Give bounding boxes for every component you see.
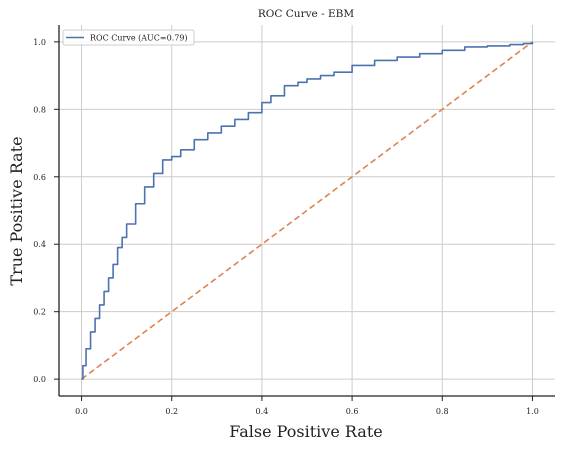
chance-line <box>81 41 533 380</box>
series-layer <box>81 41 534 380</box>
y-tick-label: 0.4 <box>33 240 46 249</box>
legend: ROC Curve (AUC=0.79) <box>62 29 195 46</box>
x-tick-label: 0.2 <box>165 407 178 416</box>
tick-labels: 0.0 0.2 0.4 0.6 0.8 1.0 0.0 0.2 0.4 0.6 0.8 1.0 <box>33 38 539 416</box>
roc-curve-line <box>81 41 534 380</box>
axes <box>58 25 555 397</box>
chart-title: ROC Curve - EBM <box>258 8 354 20</box>
y-tick-label: 1.0 <box>33 38 46 47</box>
legend-box <box>62 29 195 46</box>
x-axis-title: False Positive Rate <box>229 422 383 441</box>
x-tick-label: 1.0 <box>526 407 539 416</box>
y-tick-label: 0.0 <box>33 375 46 384</box>
y-axis-title: True Positive Rate <box>7 136 26 285</box>
x-tick-label: 0.6 <box>346 407 359 416</box>
x-tick-label: 0.4 <box>256 407 269 416</box>
x-tick-label: 0.0 <box>75 407 88 416</box>
y-tick-label: 0.2 <box>33 308 46 317</box>
y-tick-label: 0.6 <box>33 173 46 182</box>
legend-label: ROC Curve (AUC=0.79) <box>90 34 188 43</box>
y-tick-label: 0.8 <box>33 105 46 114</box>
x-tick-label: 0.8 <box>436 407 449 416</box>
